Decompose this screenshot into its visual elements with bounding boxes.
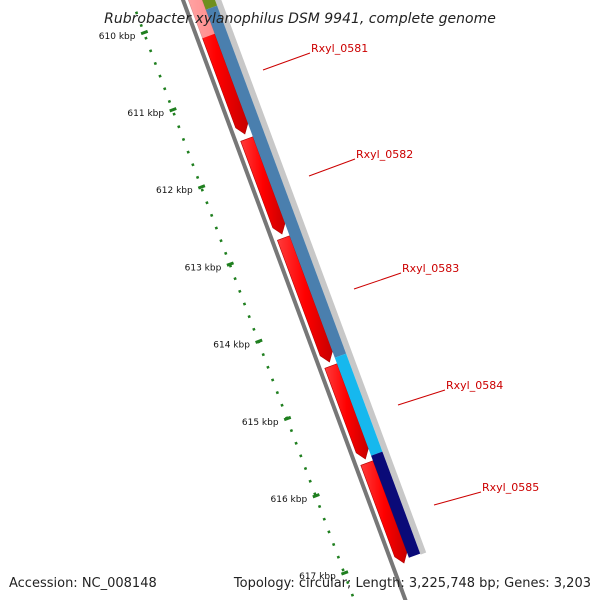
gene-block-cyan xyxy=(334,353,383,456)
gene-leader-line xyxy=(397,389,446,406)
gene-block-steel xyxy=(205,5,347,358)
kbp-label: 615 kbp xyxy=(242,418,279,428)
ruler-major-tick xyxy=(312,493,320,499)
gene-leader-line xyxy=(308,158,356,177)
ruler-major-tick xyxy=(226,261,235,267)
ruler-major-tick xyxy=(283,415,292,422)
gene-leader-line xyxy=(262,52,311,71)
kbp-label: 612 kbp xyxy=(156,186,193,196)
gene-labels: Rxyl_0581 Rxyl_0582 Rxyl_0583 Rxyl_0584 Rxyl… xyxy=(262,42,539,506)
kbp-ruler: 610 kbp 611 kbp 612 kbp 613 kbp 614 kbp 615 k… xyxy=(99,11,356,600)
cds-arrow-rxyl-0583 xyxy=(277,235,333,363)
gene-leader-line xyxy=(353,272,402,290)
gene-track xyxy=(186,0,427,558)
gene-label[interactable]: Rxyl_0583 xyxy=(402,262,459,275)
kbp-label: 617 kbp xyxy=(299,572,336,582)
topology-summary: Topology: circular; Length: 3,225,748 bp… xyxy=(233,576,591,591)
gene-block-navy xyxy=(371,451,421,558)
ruler-major-tick xyxy=(169,107,177,113)
kbp-label: 614 kbp xyxy=(213,341,250,351)
gene-leader-line xyxy=(433,491,482,506)
ruler-major-tick xyxy=(197,184,206,190)
gene-label[interactable]: Rxyl_0585 xyxy=(482,481,539,494)
genome-title: Rubrobacter xylanophilus DSM 9941, compl… xyxy=(104,11,496,27)
kbp-label: 611 kbp xyxy=(127,109,164,119)
gene-olive-block xyxy=(202,0,218,10)
backbone-line xyxy=(180,0,408,600)
genome-backbone xyxy=(180,0,408,600)
cds-arrow-rxyl-0585 xyxy=(360,460,408,564)
gene-shadow-band xyxy=(214,0,427,555)
kbp-label: 613 kbp xyxy=(185,263,222,273)
cds-track xyxy=(188,0,408,564)
ruler-major-tick xyxy=(140,29,149,36)
ruler-major-tick xyxy=(255,338,263,344)
ruler-major-tick xyxy=(340,570,349,576)
accession-text: Accession: NC_008148 xyxy=(9,576,157,591)
ruler-minor-ticks xyxy=(134,11,356,600)
gene-label[interactable]: Rxyl_0581 xyxy=(311,42,368,55)
kbp-label: 616 kbp xyxy=(271,495,308,505)
top-fade-overlay xyxy=(186,0,215,39)
cds-arrow-rxyl-0582 xyxy=(240,136,286,235)
gene-label[interactable]: Rxyl_0584 xyxy=(446,379,503,392)
cds-arrow-rxyl-0584 xyxy=(324,363,369,460)
kbp-label: 610 kbp xyxy=(99,32,136,42)
gene-label[interactable]: Rxyl_0582 xyxy=(356,148,413,161)
